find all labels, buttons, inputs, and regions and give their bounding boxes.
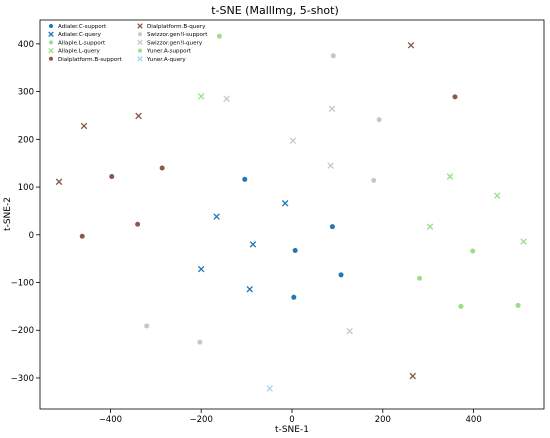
data-point bbox=[242, 176, 248, 182]
legend-item: Dialplatform.B-query bbox=[137, 23, 206, 30]
legend-marker bbox=[138, 32, 142, 37]
data-point bbox=[266, 385, 274, 392]
data-point bbox=[493, 192, 501, 199]
data-point bbox=[329, 224, 335, 230]
y-axis-ticks: −300 −200 −100 0 100 200 300 400 bbox=[11, 40, 40, 384]
data-point bbox=[291, 294, 297, 300]
data-point bbox=[197, 265, 205, 273]
data-point bbox=[376, 117, 382, 123]
legend-marker bbox=[49, 40, 53, 45]
legend-label: Allaple.L-query bbox=[58, 49, 101, 55]
data-point bbox=[515, 302, 521, 308]
data-point bbox=[407, 42, 415, 49]
x-tick-label: 400 bbox=[466, 415, 482, 425]
data-point bbox=[346, 327, 353, 335]
chart-title: t-SNE (MallImg, 5-shot) bbox=[211, 4, 339, 17]
legend-marker bbox=[49, 24, 53, 28]
data-point bbox=[338, 272, 344, 278]
data-point bbox=[417, 275, 423, 281]
legend-marker bbox=[49, 56, 53, 61]
data-point bbox=[135, 112, 142, 120]
y-tick-label: −100 bbox=[11, 279, 34, 289]
data-point bbox=[55, 178, 63, 186]
data-point bbox=[289, 137, 297, 145]
legend-marker bbox=[137, 56, 143, 62]
y-axis-label: t-SNE-2 bbox=[3, 197, 13, 231]
data-point bbox=[292, 248, 298, 254]
data-point bbox=[144, 323, 150, 329]
legend-item: Swizzor.gen!I-query bbox=[137, 39, 203, 46]
legend-marker bbox=[137, 23, 143, 29]
legend-label: Swizzor.gen!I-support bbox=[147, 32, 208, 38]
data-point bbox=[197, 93, 205, 100]
legend: Adialer.C-support Adialer.C-query Allaple.… bbox=[48, 23, 208, 63]
data-point bbox=[159, 165, 165, 171]
data-point bbox=[409, 372, 417, 380]
y-tick-label: 200 bbox=[18, 135, 34, 145]
legend-item: Adialer.C-query bbox=[48, 31, 102, 38]
data-point bbox=[246, 285, 254, 293]
data-point bbox=[109, 174, 115, 180]
plot-frame bbox=[39, 19, 545, 410]
data-point bbox=[470, 248, 476, 254]
legend-item: Dialplatform.B-support bbox=[49, 56, 123, 63]
legend-label: Dialplatform.B-query bbox=[147, 24, 206, 30]
data-point bbox=[281, 200, 289, 207]
data-point bbox=[426, 223, 434, 230]
x-tick-label: −200 bbox=[190, 415, 213, 425]
data-point bbox=[452, 94, 458, 100]
legend-item: Swizzor.gen!I-support bbox=[138, 32, 208, 38]
legend-label: Adialer.C-query bbox=[58, 32, 102, 38]
legend-item: Allaple.L-support bbox=[49, 40, 106, 46]
x-tick-label: −400 bbox=[99, 415, 122, 425]
data-point bbox=[327, 162, 334, 169]
x-tick-label: 0 bbox=[289, 415, 294, 425]
legend-label: Adialer.C-support bbox=[58, 24, 107, 30]
legend-item: Adialer.C-support bbox=[49, 24, 107, 30]
data-point bbox=[80, 122, 88, 130]
legend-item: Allaple.L-query bbox=[48, 47, 101, 55]
legend-marker bbox=[48, 47, 54, 54]
legend-label: Dialplatform.B-support bbox=[58, 57, 123, 63]
data-point bbox=[458, 303, 464, 309]
legend-label: Yuner.A-query bbox=[146, 57, 186, 63]
x-tick-label: 200 bbox=[375, 415, 391, 425]
legend-marker bbox=[137, 39, 143, 46]
data-point bbox=[197, 339, 203, 345]
legend-marker bbox=[138, 48, 142, 53]
y-tick-label: 300 bbox=[18, 88, 34, 98]
legend-label: Allaple.L-support bbox=[58, 40, 106, 46]
data-point bbox=[446, 173, 454, 180]
legend-label: Yuner.A-support bbox=[146, 49, 192, 55]
legend-label: Swizzor.gen!I-query bbox=[147, 40, 203, 46]
x-axis-ticks: −400 −200 0 200 400 bbox=[99, 409, 482, 425]
legend-marker bbox=[48, 31, 54, 37]
y-tick-label: −200 bbox=[11, 326, 34, 336]
data-point bbox=[330, 53, 336, 59]
legend-item: Yuner.A-query bbox=[137, 56, 186, 63]
data-point bbox=[79, 233, 85, 239]
y-tick-label: 0 bbox=[29, 231, 34, 241]
data-points bbox=[55, 33, 527, 392]
data-point bbox=[328, 105, 336, 113]
y-tick-label: 400 bbox=[18, 40, 34, 50]
data-point bbox=[371, 177, 377, 183]
y-tick-label: −300 bbox=[11, 374, 34, 384]
data-point bbox=[213, 213, 220, 220]
data-point bbox=[249, 241, 257, 248]
data-point bbox=[520, 238, 527, 245]
data-point bbox=[216, 33, 222, 39]
data-point bbox=[223, 95, 230, 103]
legend-item: Yuner.A-support bbox=[138, 48, 192, 55]
data-point bbox=[135, 221, 141, 227]
y-tick-label: 100 bbox=[18, 183, 34, 193]
x-axis-label: t-SNE-1 bbox=[275, 425, 309, 435]
